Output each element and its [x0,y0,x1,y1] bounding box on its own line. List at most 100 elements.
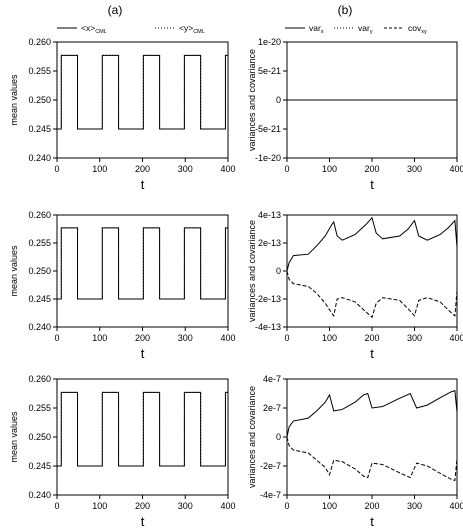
y-tick-label: 0.245 [28,294,51,304]
plot-frame [286,214,458,328]
x-axis-label: t [141,514,145,529]
plot-frame [56,214,229,328]
y-tick-label: -2e-7 [260,461,281,471]
plot-frame [286,378,458,496]
x-tick-label: 100 [322,333,337,343]
x-tick-label: 0 [284,333,289,343]
series-line-xcml [57,227,228,300]
x-tick-label: 400 [220,333,235,343]
y-axis-label: mean values [9,245,19,297]
y-axis-label: mean values [9,74,19,126]
chart-b1: 0 100 200 300 400 1e-20 5e-21 0 -5e-21 -1e-20 t var… [247,37,463,192]
y-tick-label: 0.240 [28,490,51,500]
x-tick-label: 0 [284,501,289,511]
y-tick-label: 0.260 [28,210,51,220]
x-tick-label: 100 [92,164,107,174]
series-line-varx [286,389,458,438]
chart-a2: 0 100 200 300 400 0.240 0.245 0.250 0.255 0.260 t m… [9,210,236,361]
y-tick-label: 0.240 [28,322,51,332]
y-tick-label: 2e-13 [258,238,281,248]
x-tick-label: 200 [135,501,150,511]
x-axis-label: t [141,346,145,361]
plot-frame [56,378,229,496]
series-line-ycml [57,227,228,300]
y-tick-label: 0.260 [28,374,51,384]
y-tick-label: 0.255 [28,238,51,248]
y-axis-label: variances and covariance [247,386,257,488]
x-tick-label: 400 [220,501,235,511]
y-tick-label: 0 [276,266,281,276]
legend-b: varx vary covxy [285,23,427,35]
y-tick-label: -4e-7 [260,490,281,500]
x-axis-label: t [370,514,374,529]
y-tick-label: 1e-20 [258,37,281,47]
x-tick-label: 300 [407,501,422,511]
series-line-cov [286,270,458,319]
x-tick-label: 100 [322,164,337,174]
x-tick-label: 0 [54,501,59,511]
y-tick-label: 0.250 [28,266,51,276]
x-tick-label: 300 [178,333,193,343]
legend-x-label: <x>CML [81,23,107,35]
y-tick-label: -4e-13 [255,322,281,332]
y-axis-label: variances and covariance [247,49,257,151]
x-tick-label: 200 [364,501,379,511]
y-tick-label: 0.260 [28,37,51,47]
y-tick-label: 0.245 [28,124,51,134]
x-tick-label: 300 [178,164,193,174]
y-tick-label: 0.250 [28,95,51,105]
y-tick-label: 4e-13 [258,210,281,220]
y-tick-label: 0.245 [28,461,51,471]
y-tick-label: -1e-20 [255,153,281,163]
x-tick-label: 0 [284,164,289,174]
y-axis-label: mean values [9,411,19,463]
x-tick-label: 200 [135,164,150,174]
x-tick-label: 100 [322,501,337,511]
panel-label-b: (b) [338,3,353,17]
x-tick-label: 100 [92,333,107,343]
x-tick-label: 200 [364,333,379,343]
x-tick-label: 400 [449,333,463,343]
legend-y-label: <y>CML [179,23,205,35]
y-tick-label: 0 [276,432,281,442]
x-axis-label: t [370,177,374,192]
y-tick-label: 0.250 [28,432,51,442]
series-line-xcml [57,391,228,467]
panel-label-a: (a) [108,3,123,17]
x-tick-label: 200 [135,333,150,343]
y-tick-label: -5e-21 [255,124,281,134]
chart-a3: 0 100 200 300 400 0.240 0.245 0.250 0.255 0.260 t m… [9,374,236,529]
y-tick-label: 4e-7 [263,374,281,384]
series-line-xcml [57,54,228,130]
y-tick-label: 5e-21 [258,66,281,76]
y-tick-label: 0 [276,95,281,105]
y-tick-label: 0.255 [28,66,51,76]
y-tick-label: 0.240 [28,153,51,163]
chart-a1: 0 100 200 300 400 0.240 0.245 0.250 0.255 0.260 t m… [9,37,236,192]
x-tick-label: 300 [407,164,422,174]
x-tick-label: 200 [364,164,379,174]
series-line-cov [286,436,458,482]
chart-b2: 0 100 200 300 400 4e-13 2e-13 0 -2e-13 -4e-13 t var… [247,210,463,361]
x-axis-label: t [370,346,374,361]
x-tick-label: 300 [407,333,422,343]
legend-varx-label: varx [309,23,324,35]
y-tick-label: -2e-13 [255,294,281,304]
y-tick-label: 2e-7 [263,403,281,413]
series-line-varx [286,216,458,272]
x-tick-label: 0 [54,164,59,174]
x-tick-label: 400 [220,164,235,174]
y-tick-label: 0.255 [28,403,51,413]
y-axis-label: variances and covariance [247,220,257,322]
legend-a: <x>CML <y>CML [57,23,205,35]
x-axis-label: t [141,177,145,192]
x-tick-label: 300 [178,501,193,511]
charts-container: 0 100 200 300 400 0.240 0.245 0.250 0.255 0.260 t m… [9,37,463,529]
series-line-ycml [57,54,228,130]
legend-vary-label: vary [358,23,373,35]
x-tick-label: 400 [449,501,463,511]
plot-frame [56,41,229,159]
x-tick-label: 400 [449,164,463,174]
series-line-ycml [57,391,228,467]
